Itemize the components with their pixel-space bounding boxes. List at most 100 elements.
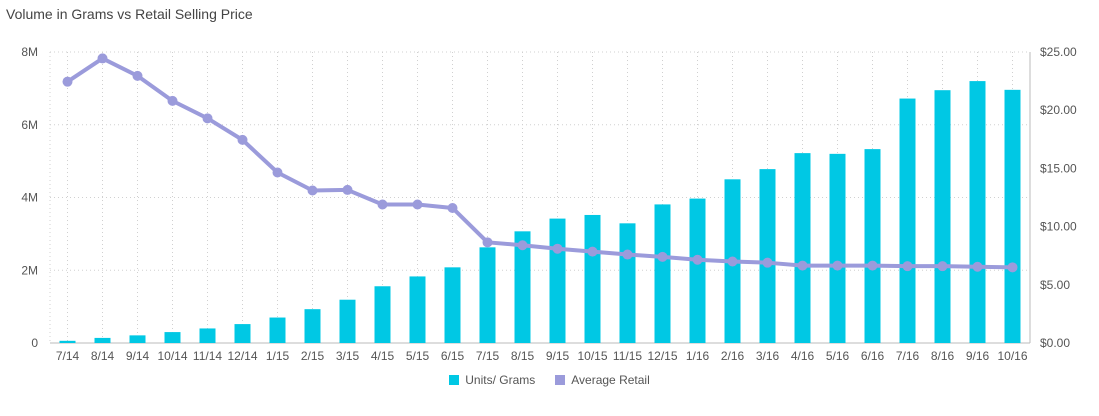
bar — [549, 218, 566, 343]
bar — [94, 337, 111, 343]
x-tick-label: 8/16 — [931, 349, 955, 363]
y-right-tick-label: $20.00 — [1040, 103, 1077, 117]
bar — [129, 335, 146, 343]
bar — [409, 276, 426, 343]
legend-swatch-bar — [449, 375, 460, 385]
y-right-tick-label: $25.00 — [1040, 45, 1077, 59]
line-point — [972, 261, 983, 272]
x-tick-label: 2/16 — [721, 349, 745, 363]
x-tick-label: 1/16 — [686, 349, 710, 363]
bar — [444, 267, 461, 343]
line-point — [727, 256, 738, 267]
bar — [864, 149, 881, 343]
line-point — [132, 70, 143, 81]
line-point — [657, 251, 668, 262]
line-point — [902, 261, 913, 272]
x-tick-label: 11/14 — [193, 349, 222, 363]
x-tick-label: 6/15 — [441, 349, 465, 363]
legend-label-average-retail: Average Retail — [571, 373, 650, 387]
bar — [514, 231, 531, 343]
line-point — [237, 134, 248, 145]
y-left-tick-label: 2M — [21, 263, 38, 277]
legend-item-units[interactable]: Units/ Grams — [449, 373, 535, 387]
bar — [234, 324, 251, 343]
grid-layer — [49, 51, 1031, 344]
x-tick-label: 9/16 — [966, 349, 990, 363]
line-point — [552, 243, 563, 254]
legend-swatch-line — [555, 375, 566, 385]
y-left-tick-label: 8M — [21, 45, 38, 59]
x-tick-label: 5/16 — [826, 349, 850, 363]
legend-item-average-retail[interactable]: Average Retail — [555, 373, 650, 387]
line-point — [867, 260, 878, 271]
x-tick-label: 9/14 — [126, 349, 150, 363]
bar — [794, 153, 811, 343]
x-tick-label: 4/15 — [371, 349, 395, 363]
x-tick-label: 7/15 — [476, 349, 500, 363]
line-point — [202, 113, 213, 124]
y-right-tick-label: $5.00 — [1040, 278, 1070, 292]
line-point — [342, 184, 353, 195]
bar — [619, 223, 636, 343]
line-point — [377, 199, 388, 210]
y-right-tick-label: $0.00 — [1040, 336, 1070, 350]
bar — [269, 317, 286, 343]
line-point — [482, 237, 493, 248]
line-point — [307, 185, 318, 196]
y-left-tick-label: 4M — [21, 191, 38, 205]
line-point — [937, 261, 948, 272]
x-tick-label: 12/14 — [227, 349, 257, 363]
x-tick-label: 11/15 — [613, 349, 642, 363]
bar — [304, 309, 321, 343]
line-point — [797, 260, 808, 271]
x-tick-label: 8/15 — [511, 349, 535, 363]
chart-title: Volume in Grams vs Retail Selling Price — [6, 6, 253, 22]
bar — [59, 340, 76, 343]
line-point — [272, 167, 283, 178]
line-point — [587, 246, 598, 257]
x-tick-label: 7/14 — [56, 349, 80, 363]
bar — [829, 153, 846, 343]
x-tick-label: 3/15 — [336, 349, 360, 363]
x-tick-label: 10/16 — [997, 349, 1027, 363]
y-right-tick-label: $15.00 — [1040, 161, 1077, 175]
x-tick-label: 1/15 — [266, 349, 290, 363]
legend: Units/ Grams Average Retail — [0, 373, 1099, 387]
bars-layer — [59, 81, 1021, 343]
line-point — [1007, 262, 1018, 273]
line-layer — [62, 53, 1018, 273]
line-point — [692, 254, 703, 265]
legend-label-units: Units/ Grams — [465, 373, 536, 387]
y-left-tick-label: 6M — [21, 118, 38, 132]
x-tick-label: 9/15 — [546, 349, 570, 363]
bar — [689, 198, 706, 343]
bar — [584, 214, 601, 343]
bar — [969, 81, 986, 343]
x-tick-label: 10/14 — [157, 349, 187, 363]
axis-layer: 0 2M 4M 6M 8M $0.00 $5.00 $10.00 $15.00 $20.00 $25… — [21, 45, 1077, 363]
x-tick-label: 3/16 — [756, 349, 780, 363]
x-tick-label: 12/15 — [647, 349, 677, 363]
line-point — [167, 95, 178, 106]
bar — [479, 247, 496, 343]
x-tick-label: 7/16 — [896, 349, 920, 363]
line-point — [762, 257, 773, 268]
x-tick-label: 6/16 — [861, 349, 885, 363]
x-tick-label: 8/14 — [91, 349, 115, 363]
line-point — [622, 249, 633, 260]
bar — [339, 299, 356, 343]
line-point — [447, 202, 458, 213]
line-point — [97, 53, 108, 64]
line-average-retail — [65, 56, 1015, 270]
bar — [164, 332, 181, 343]
y-right-tick-label: $10.00 — [1040, 220, 1077, 234]
bar — [374, 286, 391, 343]
bar — [199, 328, 216, 343]
bar — [654, 204, 671, 343]
line-point — [832, 260, 843, 271]
line-point — [412, 199, 423, 210]
y-left-tick-label: 0 — [31, 336, 38, 350]
x-tick-label: 5/15 — [406, 349, 430, 363]
bar — [1004, 89, 1021, 343]
